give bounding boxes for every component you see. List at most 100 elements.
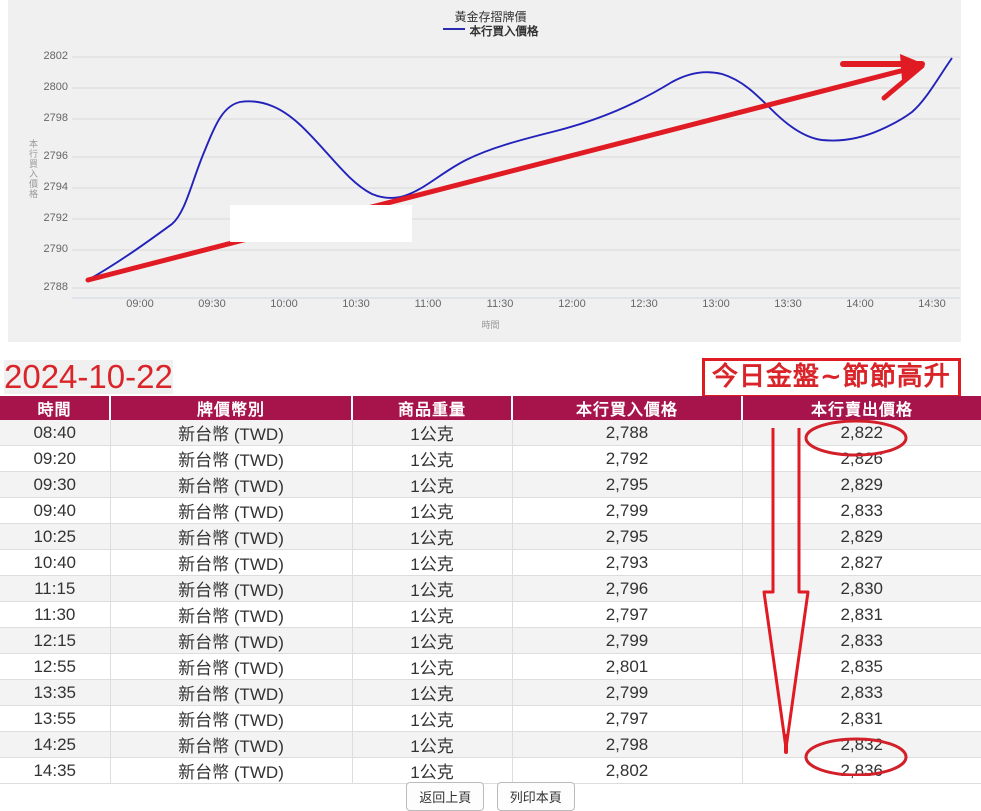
chart-panel: 黃金存摺牌價 本行買入價格 2802 2800 2798 2796 2794 2… bbox=[0, 0, 981, 345]
cell-buy-price: 2,797 bbox=[512, 601, 743, 628]
cell-buy-price: 2,799 bbox=[512, 497, 743, 524]
cell-weight: 1公克 bbox=[352, 445, 513, 472]
cell-time: 10:40 bbox=[0, 549, 111, 576]
cell-sell-price: 2,832 bbox=[742, 731, 981, 758]
cell-buy-price: 2,788 bbox=[512, 420, 743, 446]
x-tick-label: 13:30 bbox=[774, 298, 802, 310]
cell-buy-price: 2,799 bbox=[512, 627, 743, 654]
y-tick-label: 2794 bbox=[43, 181, 68, 193]
table-row: 08:40 新台幣 (TWD) 1公克 2,788 2,822 bbox=[0, 420, 981, 446]
x-tick-label: 11:30 bbox=[486, 298, 514, 310]
column-header-weight: 商品重量 bbox=[352, 396, 513, 420]
highlight-banner: 今日金盤~節節高升 bbox=[702, 358, 961, 398]
table-row: 13:55 新台幣 (TWD) 1公克 2,797 2,831 bbox=[0, 705, 981, 732]
cell-sell-price: 2,831 bbox=[742, 705, 981, 732]
cell-currency: 新台幣 (TWD) bbox=[110, 601, 353, 628]
cell-currency: 新台幣 (TWD) bbox=[110, 653, 353, 680]
x-tick-label: 09:00 bbox=[126, 298, 154, 310]
cell-currency: 新台幣 (TWD) bbox=[110, 445, 353, 472]
cell-buy-price: 2,798 bbox=[512, 731, 743, 758]
cell-buy-price: 2,792 bbox=[512, 445, 743, 472]
cell-buy-price: 2,795 bbox=[512, 523, 743, 550]
table-row: 13:35 新台幣 (TWD) 1公克 2,799 2,833 bbox=[0, 679, 981, 706]
chart-canvas bbox=[72, 54, 960, 304]
cell-sell-price: 2,833 bbox=[742, 497, 981, 524]
y-tick-label: 2798 bbox=[43, 112, 68, 124]
cell-time: 10:25 bbox=[0, 523, 111, 550]
cell-currency: 新台幣 (TWD) bbox=[110, 679, 353, 706]
cell-currency: 新台幣 (TWD) bbox=[110, 549, 353, 576]
cell-time: 08:40 bbox=[0, 420, 111, 446]
cell-sell-price: 2,829 bbox=[742, 523, 981, 550]
price-line-series bbox=[87, 57, 953, 281]
cell-time: 13:55 bbox=[0, 705, 111, 732]
cell-sell-price: 2,833 bbox=[742, 627, 981, 654]
y-tick-label: 2790 bbox=[43, 243, 68, 255]
table-row: 09:30 新台幣 (TWD) 1公克 2,795 2,829 bbox=[0, 471, 981, 498]
table-row: 12:55 新台幣 (TWD) 1公克 2,801 2,835 bbox=[0, 653, 981, 680]
cell-weight: 1公克 bbox=[352, 471, 513, 498]
y-tick-label: 2800 bbox=[43, 81, 68, 93]
legend-label: 本行買入價格 bbox=[469, 24, 539, 38]
cell-weight: 1公克 bbox=[352, 627, 513, 654]
cell-weight: 1公克 bbox=[352, 497, 513, 524]
x-tick-label: 09:30 bbox=[198, 298, 226, 310]
trend-arrow-annotation bbox=[85, 54, 925, 283]
chart-legend: 本行買入價格 bbox=[0, 23, 981, 39]
column-header-currency: 牌價幣別 bbox=[110, 396, 353, 420]
cell-time: 12:15 bbox=[0, 627, 111, 654]
cell-currency: 新台幣 (TWD) bbox=[110, 705, 353, 732]
cell-buy-price: 2,797 bbox=[512, 705, 743, 732]
cell-weight: 1公克 bbox=[352, 523, 513, 550]
gold-rate-table: 時間 牌價幣別 商品重量 本行買入價格 本行賣出價格 08:40 新台幣 (TWD… bbox=[0, 396, 981, 784]
cell-weight: 1公克 bbox=[352, 705, 513, 732]
cell-time: 14:35 bbox=[0, 757, 111, 784]
cell-sell-price: 2,830 bbox=[742, 575, 981, 602]
cell-weight: 1公克 bbox=[352, 575, 513, 602]
cell-buy-price: 2,799 bbox=[512, 679, 743, 706]
cell-weight: 1公克 bbox=[352, 679, 513, 706]
cell-currency: 新台幣 (TWD) bbox=[110, 523, 353, 550]
cell-buy-price: 2,795 bbox=[512, 471, 743, 498]
table-header-row: 時間 牌價幣別 商品重量 本行買入價格 本行賣出價格 bbox=[0, 396, 981, 420]
cell-time: 11:30 bbox=[0, 601, 111, 628]
cell-currency: 新台幣 (TWD) bbox=[110, 627, 353, 654]
column-header-sell: 本行賣出價格 bbox=[742, 396, 981, 420]
table-row: 09:40 新台幣 (TWD) 1公克 2,799 2,833 bbox=[0, 497, 981, 524]
x-axis-tickmarks bbox=[139, 298, 933, 304]
x-tick-label: 11:00 bbox=[414, 298, 442, 310]
cell-time: 14:25 bbox=[0, 731, 111, 758]
cell-sell-price: 2,822 bbox=[742, 420, 981, 446]
x-tick-label: 13:00 bbox=[702, 298, 730, 310]
cell-time: 09:20 bbox=[0, 445, 111, 472]
cell-currency: 新台幣 (TWD) bbox=[110, 731, 353, 758]
x-tick-label: 12:00 bbox=[558, 298, 586, 310]
x-axis-title: 時間 bbox=[481, 321, 500, 331]
x-tick-label: 14:30 bbox=[918, 298, 946, 310]
column-header-time: 時間 bbox=[0, 396, 111, 420]
cell-currency: 新台幣 (TWD) bbox=[110, 471, 353, 498]
table-row: 14:25 新台幣 (TWD) 1公克 2,798 2,832 bbox=[0, 731, 981, 758]
cell-currency: 新台幣 (TWD) bbox=[110, 757, 353, 784]
cell-buy-price: 2,793 bbox=[512, 549, 743, 576]
cell-weight: 1公克 bbox=[352, 757, 513, 784]
cell-buy-price: 2,802 bbox=[512, 757, 743, 784]
cell-sell-price: 2,833 bbox=[742, 679, 981, 706]
table-row: 11:15 新台幣 (TWD) 1公克 2,796 2,830 bbox=[0, 575, 981, 602]
chart-white-mask bbox=[230, 205, 412, 242]
cell-sell-price: 2,826 bbox=[742, 445, 981, 472]
table-row: 10:40 新台幣 (TWD) 1公克 2,793 2,827 bbox=[0, 549, 981, 576]
cell-time: 09:30 bbox=[0, 471, 111, 498]
x-tick-label: 10:30 bbox=[342, 298, 370, 310]
x-axis-ticks: 09:00 09:30 10:00 10:30 11:00 11:30 12:0… bbox=[0, 298, 981, 318]
x-tick-label: 14:00 bbox=[846, 298, 874, 310]
y-tick-label: 2788 bbox=[43, 281, 68, 293]
y-axis-ticks: 2802 2800 2798 2796 2794 2792 2790 2788 bbox=[22, 0, 68, 345]
cell-weight: 1公克 bbox=[352, 601, 513, 628]
y-tick-label: 2796 bbox=[43, 150, 68, 162]
cell-currency: 新台幣 (TWD) bbox=[110, 420, 353, 446]
cell-weight: 1公克 bbox=[352, 420, 513, 446]
table-row: 09:20 新台幣 (TWD) 1公克 2,792 2,826 bbox=[0, 445, 981, 472]
x-tick-label: 10:00 bbox=[270, 298, 298, 310]
table-row: 12:15 新台幣 (TWD) 1公克 2,799 2,833 bbox=[0, 627, 981, 654]
